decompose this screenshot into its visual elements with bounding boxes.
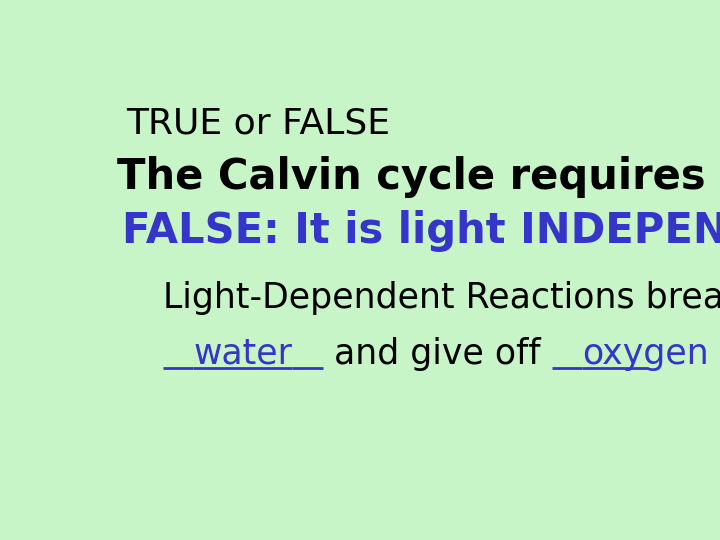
Text: The Calvin cycle requires light.: The Calvin cycle requires light. [117,156,720,198]
Text: water: water [193,337,292,371]
Text: oxygen: oxygen [582,337,709,371]
Text: TRUE or FALSE: TRUE or FALSE [126,106,390,140]
Text: Light-Dependent Reactions break apart: Light-Dependent Reactions break apart [163,281,720,315]
Text: and give off: and give off [323,337,552,371]
Text: FALSE: It is light INDEPENDENT: FALSE: It is light INDEPENDENT [122,210,720,252]
